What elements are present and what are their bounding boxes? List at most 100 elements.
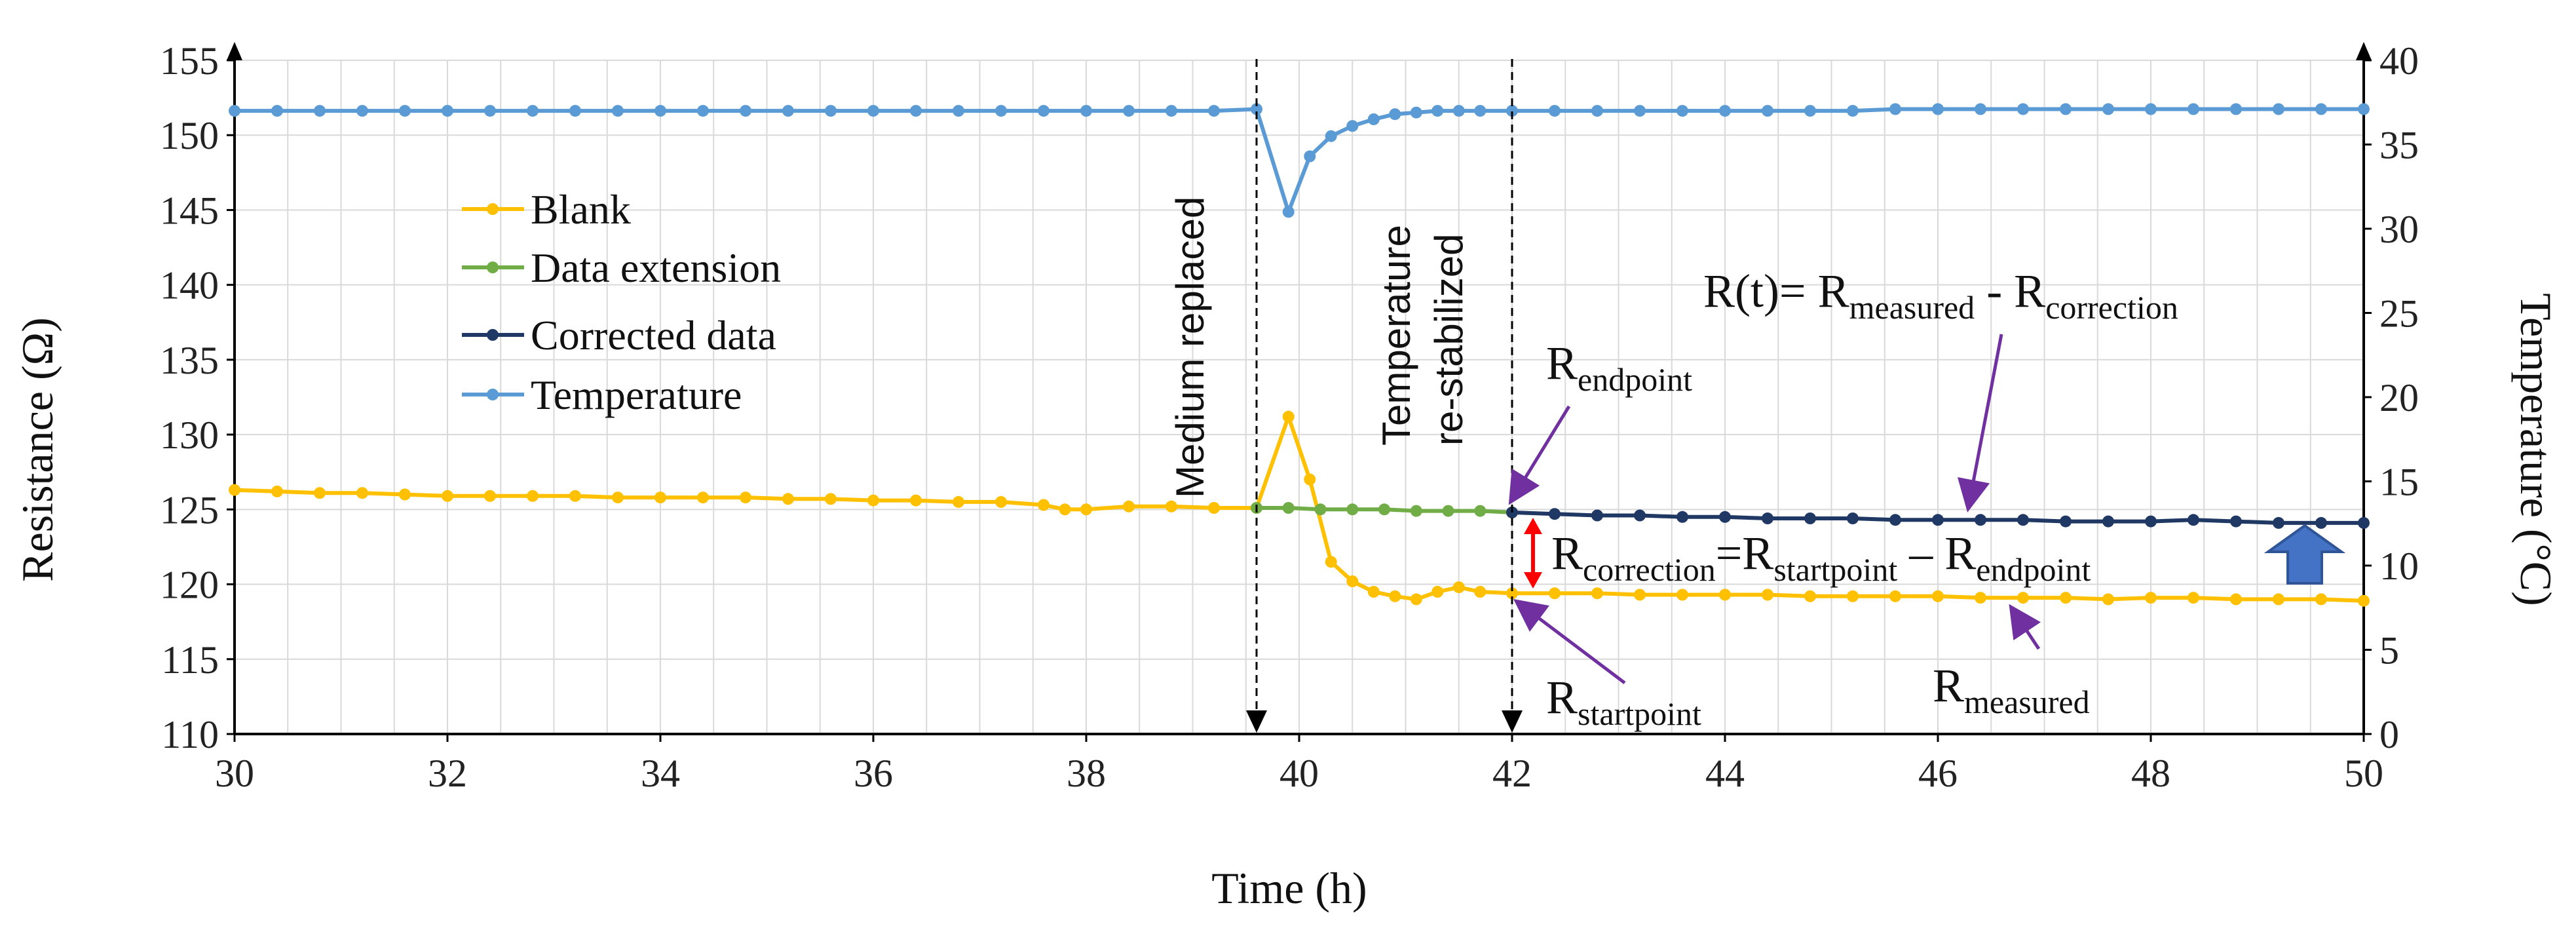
data-point-temperature [1847, 105, 1859, 117]
legend-item-blank: Blank [462, 186, 631, 233]
right-tick-label: 35 [2379, 124, 2419, 167]
data-point-temperature [1804, 105, 1816, 117]
data-point-blank [1804, 590, 1816, 602]
endpoint-pointer-arrow [1508, 405, 1571, 505]
data-point-corrected-data [1634, 509, 1646, 522]
startpoint-pointer-arrow [1513, 598, 1626, 684]
data-point-temperature [1346, 120, 1359, 132]
x-tick-label: 34 [641, 752, 680, 795]
data-point-blank [995, 495, 1007, 508]
right-tick-label: 15 [2379, 461, 2419, 504]
data-point-corrected-data [1889, 514, 1901, 526]
left-axis-arrowhead [227, 42, 242, 60]
data-point-blank [1676, 589, 1688, 601]
left-tick-label: 115 [161, 638, 219, 682]
data-point-blank [1165, 500, 1177, 512]
series-blank [229, 410, 2370, 607]
r-correction-label: Rcorrection=Rstartpoint – Rendpoint [1551, 527, 2091, 588]
data-point-blank [1080, 503, 1092, 516]
series-line-temperature [235, 107, 2364, 214]
data-point-corrected-data [2230, 515, 2242, 528]
right-tick-label: 30 [2379, 208, 2419, 251]
data-point-temperature [1389, 108, 1401, 121]
equation-annotation: R(t)= Rmeasured - Rcorrection [1703, 265, 2178, 326]
legend: Blank Data extension Corrected data Temp… [462, 186, 781, 418]
data-point-temperature [1452, 105, 1465, 117]
data-point-corrected-data [1847, 512, 1859, 524]
vertical-markers [1246, 59, 1523, 733]
r-endpoint-label: Rendpoint [1546, 337, 1692, 398]
data-point-blank [2017, 592, 2029, 604]
data-point-blank [2315, 593, 2327, 606]
data-point-temperature [1762, 105, 1773, 117]
right-axis-arrowhead [2356, 42, 2372, 60]
data-point-blank [229, 484, 240, 496]
legend-label-temperature: Temperature [531, 372, 742, 418]
data-point-blank [1123, 500, 1135, 512]
data-point-temperature [2060, 103, 2072, 115]
data-point-data-extension [1346, 503, 1359, 516]
data-point-blank [527, 490, 539, 502]
r-measured-label: Rmeasured [1933, 659, 2090, 720]
data-point-blank [1038, 499, 1050, 511]
data-point-temperature [2145, 103, 2157, 115]
data-point-blank [1431, 586, 1444, 598]
data-point-temperature [229, 105, 240, 117]
series-data-extension [1251, 502, 1518, 518]
data-point-blank [1304, 473, 1316, 486]
data-point-temperature [1251, 103, 1262, 115]
left-tick-label: 110 [161, 713, 219, 756]
data-point-temperature [1975, 103, 1986, 115]
left-tick-label: 150 [160, 114, 219, 157]
data-point-blank [1367, 586, 1380, 598]
grid [234, 60, 2364, 735]
data-point-corrected-data [2060, 515, 2072, 528]
temperature-restabilized-label-line1: Temperature [1374, 225, 1418, 446]
data-point-blank [1282, 410, 1295, 423]
measured-pointer-arrow [2009, 604, 2041, 650]
data-point-temperature [356, 105, 368, 117]
data-point-blank [1325, 556, 1337, 568]
data-point-temperature [1282, 206, 1295, 218]
data-point-temperature [1410, 106, 1422, 119]
data-point-corrected-data [1762, 512, 1773, 524]
data-point-temperature [442, 105, 453, 117]
data-point-blank [1591, 587, 1603, 600]
data-point-blank [612, 492, 624, 504]
x-tick-label: 44 [1705, 752, 1745, 795]
data-point-blank [1762, 589, 1773, 601]
data-point-temperature [271, 105, 283, 117]
data-point-blank [2358, 594, 2370, 607]
series-temperature [229, 103, 2370, 218]
data-point-temperature [1325, 130, 1337, 142]
data-point-temperature [782, 105, 794, 117]
data-point-blank [569, 490, 581, 502]
data-point-temperature [867, 105, 879, 117]
data-point-blank [1847, 590, 1859, 602]
data-point-blank [2102, 593, 2114, 606]
data-point-temperature [654, 105, 666, 117]
data-point-corrected-data [2273, 516, 2284, 529]
data-point-blank [314, 487, 326, 499]
axes: 30 32 34 36 38 40 42 44 46 48 50110115120125130135… [160, 39, 2419, 795]
data-point-temperature [2315, 103, 2327, 115]
left-tick-label: 155 [160, 39, 219, 83]
data-point-temperature [1591, 105, 1603, 117]
data-point-corrected-data [1719, 511, 1731, 523]
data-point-temperature [2188, 103, 2199, 115]
data-point-temperature [1304, 150, 1316, 163]
data-point-corrected-data [2145, 515, 2157, 528]
data-point-temperature [825, 105, 837, 117]
data-point-temperature [1123, 105, 1135, 117]
left-tick-label: 130 [160, 414, 219, 457]
right-tick-label: 0 [2379, 713, 2399, 756]
data-point-temperature [740, 105, 751, 117]
x-tick-label: 36 [854, 752, 893, 795]
r-startpoint-label: Rstartpoint [1546, 671, 1701, 732]
data-point-temperature [1038, 105, 1050, 117]
data-point-corrected-data [2358, 516, 2370, 529]
data-point-blank [782, 493, 794, 505]
left-tick-label: 140 [160, 264, 219, 307]
data-point-blank [1410, 593, 1422, 606]
